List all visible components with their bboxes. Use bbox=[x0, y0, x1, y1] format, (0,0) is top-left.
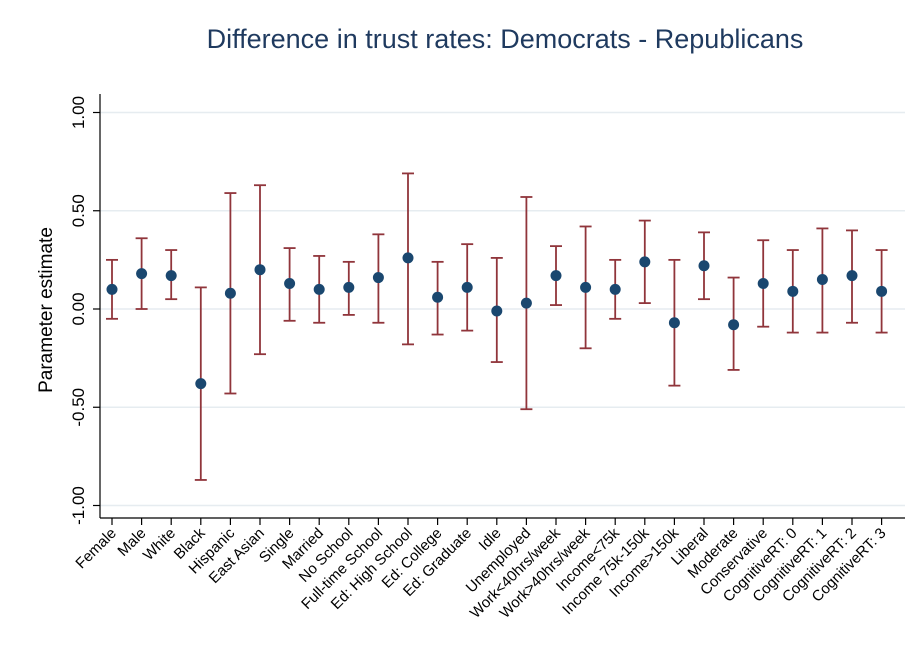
y-axis-title: Parameter estimate bbox=[36, 227, 57, 393]
estimate-point bbox=[165, 270, 177, 282]
estimate-point bbox=[846, 270, 858, 282]
y-tick-label: -1.00 bbox=[69, 486, 88, 525]
estimate-point bbox=[254, 264, 266, 276]
estimate-point bbox=[284, 277, 296, 289]
estimate-point bbox=[461, 281, 473, 293]
estimate-point bbox=[757, 277, 769, 289]
estimate-point bbox=[550, 270, 562, 282]
chart-title: Difference in trust rates: Democrats - R… bbox=[206, 24, 804, 54]
points bbox=[106, 252, 888, 390]
grid-lines bbox=[100, 111, 905, 507]
estimate-point bbox=[520, 297, 532, 309]
x-tick-label: White bbox=[140, 525, 179, 564]
y-tick-label: 0.50 bbox=[69, 194, 88, 227]
estimate-point bbox=[432, 291, 444, 303]
estimate-point bbox=[136, 268, 148, 280]
x-tick-label: Female bbox=[72, 525, 119, 572]
estimate-point bbox=[402, 252, 414, 264]
y-tick-label: -0.50 bbox=[69, 388, 88, 427]
estimate-point bbox=[698, 260, 710, 272]
estimate-point bbox=[491, 305, 503, 317]
estimate-point bbox=[195, 378, 207, 390]
estimate-point bbox=[787, 285, 799, 297]
error-bars bbox=[106, 172, 888, 481]
estimate-point bbox=[816, 274, 828, 286]
estimate-point bbox=[728, 319, 740, 331]
y-ticks: -1.00 -0.50 0.00 0.50 1.00 bbox=[69, 96, 100, 525]
estimate-point bbox=[224, 287, 236, 299]
estimate-point bbox=[343, 281, 355, 293]
estimate-point bbox=[580, 281, 592, 293]
axes bbox=[99, 94, 905, 519]
estimate-point bbox=[313, 283, 325, 295]
estimate-point bbox=[106, 283, 118, 295]
estimate-point bbox=[639, 256, 651, 268]
estimate-point bbox=[609, 283, 621, 295]
estimate-point bbox=[876, 285, 888, 297]
estimate-point bbox=[372, 272, 384, 284]
y-tick-label: 0.00 bbox=[69, 292, 88, 325]
estimate-point bbox=[668, 317, 680, 329]
y-tick-label: 1.00 bbox=[69, 96, 88, 129]
